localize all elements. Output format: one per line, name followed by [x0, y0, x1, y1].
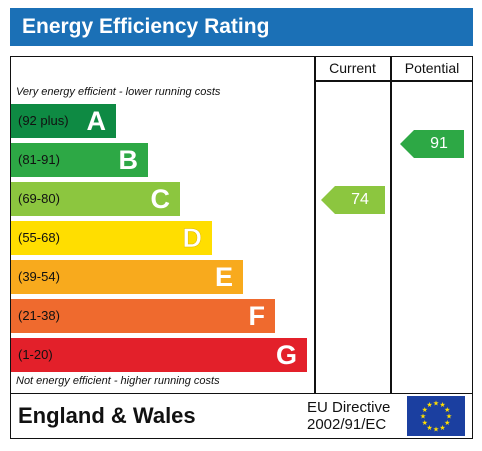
- rating-table: [10, 56, 473, 394]
- directive-line-1: EU Directive: [307, 399, 391, 416]
- country-label: England & Wales: [18, 403, 196, 428]
- rating-band-a: (92 plus) A: [11, 104, 116, 138]
- band-letter: E: [214, 262, 233, 292]
- rating-band-e: (39-54) E: [11, 260, 243, 294]
- flag-star: ★: [446, 413, 452, 421]
- flag-star: ★: [426, 424, 432, 432]
- band-letter: A: [86, 106, 107, 136]
- potential-column-header: Potential: [404, 60, 460, 76]
- flag-star: ★: [439, 424, 445, 432]
- band-range: (1-20): [18, 347, 53, 362]
- page-title: Energy Efficiency Rating: [10, 8, 473, 46]
- flag-star: ★: [420, 413, 426, 421]
- rating-band-d: (55-68) D: [11, 221, 212, 255]
- flag-star: ★: [433, 400, 439, 408]
- band-letter: G: [275, 340, 297, 370]
- band-range: (21-38): [18, 308, 60, 323]
- eu-flag-icon: ★ ★ ★ ★ ★ ★ ★ ★ ★ ★ ★ ★: [407, 396, 465, 436]
- flag-star: ★: [426, 401, 432, 409]
- band-letter: C: [150, 184, 171, 214]
- band-range: (81-91): [18, 152, 60, 167]
- current-rating-value: 74: [335, 186, 385, 214]
- flag-star: ★: [439, 401, 445, 409]
- band-range: (39-54): [18, 269, 60, 284]
- footer: [10, 393, 473, 439]
- flag-star: ★: [444, 406, 450, 414]
- flag-star: ★: [433, 426, 439, 434]
- rating-band-f: (21-38) F: [11, 299, 275, 333]
- flag-star: ★: [422, 419, 428, 427]
- band-letter: F: [248, 301, 266, 331]
- flag-star: ★: [444, 419, 450, 427]
- arrow-tip: [321, 186, 335, 214]
- efficient-note: Very energy efficient - lower running co…: [16, 86, 221, 98]
- current-column-header: Current: [329, 60, 376, 76]
- potential-rating-arrow: 91: [400, 130, 464, 158]
- arrow-tip: [400, 130, 414, 158]
- band-letter: D: [182, 223, 202, 254]
- inefficient-note: Not energy efficient - higher running co…: [16, 375, 220, 387]
- column-divider: [390, 56, 392, 394]
- flag-star: ★: [422, 406, 428, 414]
- directive-line-2: 2002/91/EC: [307, 416, 387, 433]
- band-letter: B: [118, 145, 139, 175]
- band-range: (55-68): [18, 230, 60, 245]
- current-rating-arrow: 74: [321, 186, 385, 214]
- rating-band-c: (69-80) C: [11, 182, 180, 216]
- band-range: (92 plus): [18, 113, 69, 128]
- header-divider: [314, 80, 473, 82]
- directive-label: EU Directive 2002/91/EC: [307, 399, 390, 433]
- potential-rating-value: 91: [414, 130, 464, 158]
- rating-band-b: (81-91) B: [11, 143, 148, 177]
- rating-band-g: (1-20) G: [11, 338, 307, 372]
- column-divider: [314, 56, 316, 394]
- band-range: (69-80): [18, 191, 60, 206]
